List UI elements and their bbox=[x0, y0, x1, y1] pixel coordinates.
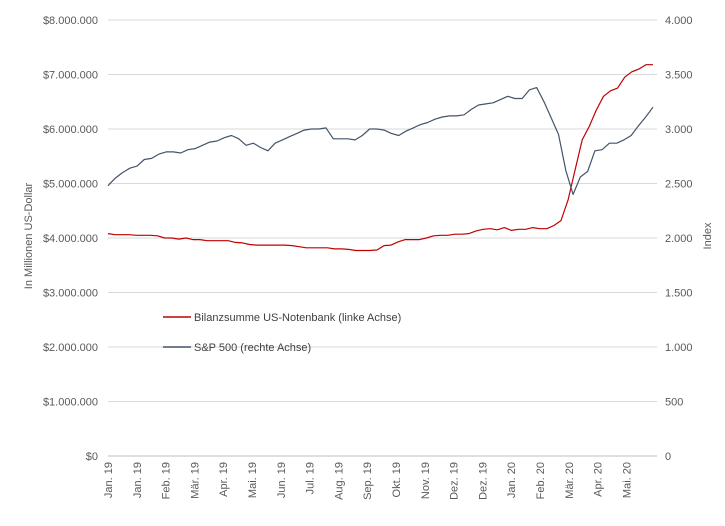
right-axis-ticks: 0 500 1.000 1.500 2.000 2.500 3.000 3.500 4.000 bbox=[665, 15, 693, 463]
x-axis-ticks: Jan. 19 Jan. 19 Feb. 19 Mär. 19 Apr. 19 Mai. … bbox=[103, 462, 633, 500]
right-tick-label: 4.000 bbox=[665, 15, 693, 27]
right-tick-label: 2.500 bbox=[665, 179, 693, 191]
series-line-fed bbox=[107, 64, 653, 252]
legend-label-sp500: S&P 500 (rechte Achse) bbox=[194, 342, 311, 354]
x-tick-label: Jul. 19 bbox=[305, 462, 317, 494]
series-line-sp500 bbox=[107, 86, 654, 195]
left-tick-label: $6.000.000 bbox=[43, 124, 98, 136]
right-tick-label: 3.500 bbox=[665, 70, 693, 82]
x-tick-label: Mai. 19 bbox=[247, 462, 259, 498]
left-tick-label: $7.000.000 bbox=[43, 70, 98, 82]
right-tick-label: 1.500 bbox=[665, 288, 693, 300]
x-tick-label: Jan. 19 bbox=[132, 462, 144, 498]
x-tick-label: Sep. 19 bbox=[362, 462, 374, 500]
legend-label-fed: Bilanzsumme US-Notenbank (linke Achse) bbox=[194, 312, 401, 324]
x-tick-label: Mai. 20 bbox=[621, 462, 633, 498]
x-tick-label: Apr. 20 bbox=[593, 462, 605, 497]
x-tick-label: Jan. 20 bbox=[506, 462, 518, 498]
left-axis-ticks: $0 $1.000.000 $2.000.000 $3.000.000 $4.000.0… bbox=[43, 15, 98, 463]
x-tick-label: Feb. 19 bbox=[161, 462, 173, 499]
x-tick-label: Dez. 19 bbox=[477, 462, 489, 500]
left-tick-label: $3.000.000 bbox=[43, 288, 98, 300]
series-lines bbox=[107, 64, 654, 252]
left-axis-title: In Millionen US-Dollar bbox=[23, 182, 35, 289]
x-tick-label: Okt. 19 bbox=[391, 462, 403, 497]
x-tick-label: Jun. 19 bbox=[276, 462, 288, 498]
grid bbox=[108, 19, 657, 457]
x-tick-label: Mär. 19 bbox=[189, 462, 201, 499]
left-tick-label: $5.000.000 bbox=[43, 179, 98, 191]
right-tick-label: 0 bbox=[665, 451, 671, 463]
x-tick-label: Dez. 19 bbox=[449, 462, 461, 500]
left-tick-label: $4.000.000 bbox=[43, 233, 98, 245]
right-tick-label: 2.000 bbox=[665, 233, 693, 245]
x-tick-label: Jan. 19 bbox=[103, 462, 115, 498]
x-tick-label: Mär. 20 bbox=[564, 462, 576, 499]
x-tick-label: Apr. 19 bbox=[218, 462, 230, 497]
left-tick-label: $1.000.000 bbox=[43, 397, 98, 409]
x-tick-label: Aug. 19 bbox=[333, 462, 345, 500]
left-tick-label: $2.000.000 bbox=[43, 342, 98, 354]
x-tick-label: Nov. 19 bbox=[420, 462, 432, 499]
right-axis-title: Index bbox=[702, 222, 714, 249]
right-tick-label: 1.000 bbox=[665, 342, 693, 354]
left-tick-label: $8.000.000 bbox=[43, 15, 98, 27]
x-tick-label: Feb. 20 bbox=[535, 462, 547, 499]
right-tick-label: 3.000 bbox=[665, 124, 693, 136]
right-tick-label: 500 bbox=[665, 397, 683, 409]
legend: Bilanzsumme US-Notenbank (linke Achse) S… bbox=[163, 312, 401, 354]
left-tick-label: $0 bbox=[86, 451, 98, 463]
